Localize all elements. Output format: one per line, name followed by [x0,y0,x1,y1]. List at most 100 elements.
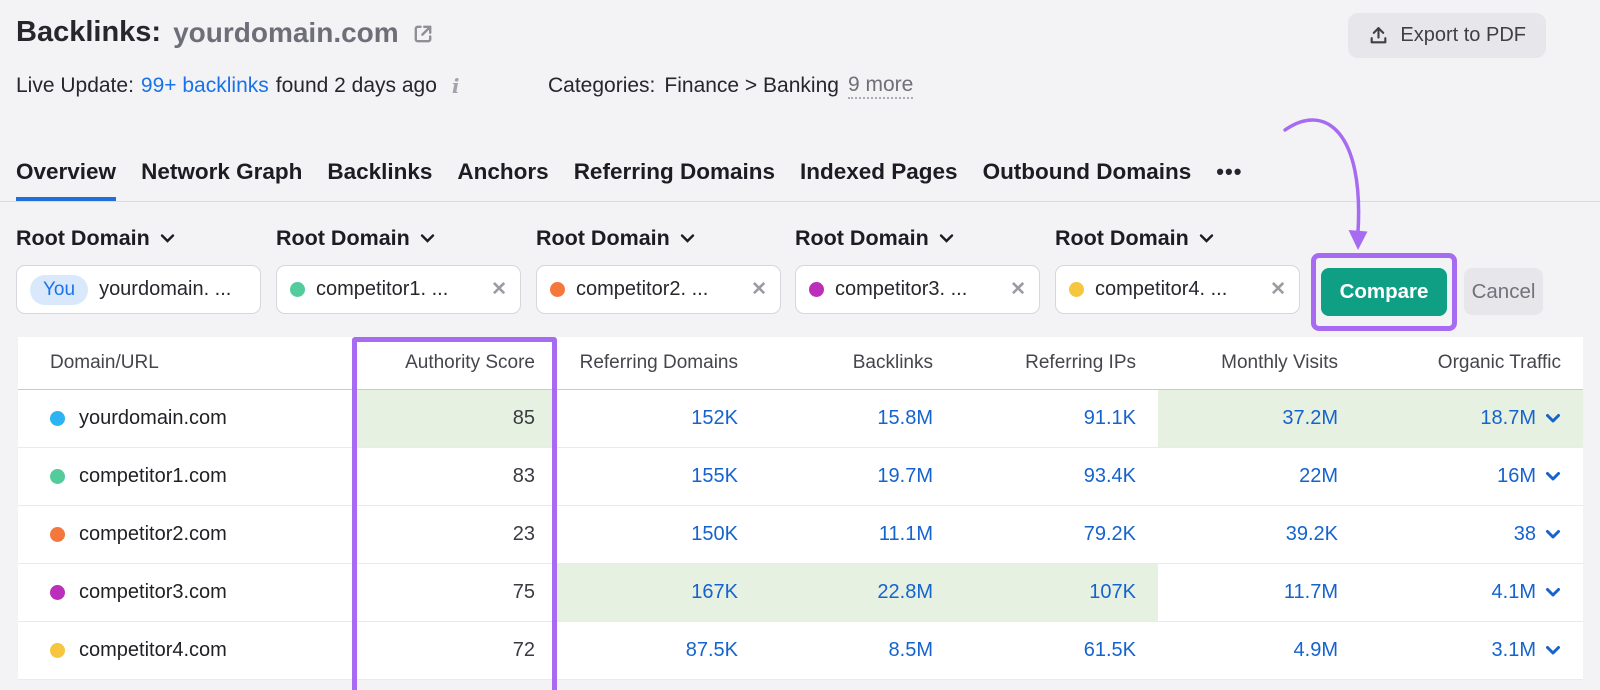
expand-chevron-icon[interactable] [1545,413,1561,424]
referring-ips-value[interactable]: 91.1K [1083,407,1136,429]
referring-ips-value[interactable]: 79.2K [1083,523,1136,545]
remove-domain-icon[interactable]: ✕ [751,279,767,300]
domain-color-dot [50,585,65,600]
selector-group-competitor1: Root Domain competitor1. ... ✕ [276,224,521,314]
expand-chevron-icon[interactable] [1545,587,1561,598]
backlinks-value[interactable]: 8.5M [888,639,933,661]
domain-label: competitor2.com [79,523,227,545]
root-domain-dropdown[interactable]: Root Domain [16,224,261,252]
categories-more-link[interactable]: 9 more [847,73,914,100]
tab-referring-domains[interactable]: Referring Domains [573,159,775,184]
organic-traffic-value[interactable]: 3.1M [1360,622,1583,679]
table-row: competitor4.com 72 87.5K 8.5M 61.5K 4.9M… [18,622,1583,680]
monthly-visits-value[interactable]: 39.2K [1285,523,1338,545]
root-domain-dropdown-label: Root Domain [16,225,150,250]
column-header-referring-domains: Referring Domains [579,352,738,373]
domain-input-competitor2[interactable]: competitor2. ... ✕ [536,265,781,314]
domain-input-competitor1[interactable]: competitor1. ... ✕ [276,265,521,314]
page-title: Backlinks: [16,16,162,48]
root-domain-dropdown[interactable]: Root Domain [276,224,521,252]
organic-traffic-value[interactable]: 4.1M [1360,564,1583,621]
domain-color-dot [50,411,65,426]
table-row: yourdomain.com 85 152K 15.8M 91.1K 37.2M… [18,390,1583,448]
monthly-visits-value[interactable]: 4.9M [1293,639,1338,661]
export-to-pdf-button[interactable]: Export to PDF [1348,13,1546,58]
backlinks-count-link[interactable]: 99+ backlinks [140,74,269,97]
live-update-suffix: found 2 days ago [275,74,437,97]
domain-label: yourdomain.com [79,407,227,429]
info-icon[interactable]: i [451,74,460,98]
referring-domains-value[interactable]: 87.5K [685,639,738,661]
monthly-visits-value[interactable]: 37.2M [1158,390,1360,447]
remove-domain-icon[interactable]: ✕ [1010,279,1026,300]
domain-color-dot [50,527,65,542]
column-header-organic-traffic: Organic Traffic [1437,352,1561,373]
expand-chevron-icon[interactable] [1545,529,1561,540]
expand-chevron-icon[interactable] [1545,645,1561,656]
referring-ips-value[interactable]: 93.4K [1083,465,1136,487]
backlinks-value[interactable]: 22.8M [760,564,955,621]
authority-score-value: 83 [512,465,535,487]
chevron-down-icon [1199,234,1213,243]
selector-group-competitor3: Root Domain competitor3. ... ✕ [795,224,1040,314]
root-domain-dropdown[interactable]: Root Domain [795,224,1040,252]
categories-row: Categories: Finance > Banking 9 more [548,72,914,100]
domain-input-you[interactable]: You yourdomain. ... [16,265,261,314]
live-update-label: Live Update: [16,74,134,97]
chip-domain-text: competitor4. ... [1095,278,1228,300]
compare-button[interactable]: Compare [1321,268,1447,316]
monthly-visits-value[interactable]: 22M [1299,465,1338,487]
referring-domains-value[interactable]: 152K [691,407,738,429]
organic-traffic-value[interactable]: 16M [1360,448,1583,505]
column-header-referring-ips: Referring IPs [1025,352,1136,373]
root-domain-dropdown-label: Root Domain [795,225,929,250]
authority-score-value: 75 [512,581,535,603]
monthly-visits-value[interactable]: 11.7M [1283,581,1338,603]
column-header-backlinks: Backlinks [852,352,933,373]
chip-dot [809,282,824,297]
annotation-box-compare: Compare [1311,253,1457,331]
backlinks-value[interactable]: 11.1M [878,523,933,545]
chevron-down-icon [680,234,694,243]
organic-traffic-value[interactable]: 18.7M [1360,390,1583,447]
chevron-down-icon [160,234,174,243]
tab-backlinks[interactable]: Backlinks [327,159,433,184]
backlinks-value[interactable]: 15.8M [877,407,933,429]
domain-input-competitor3[interactable]: competitor3. ... ✕ [795,265,1040,314]
domain-input-competitor4[interactable]: competitor4. ... ✕ [1055,265,1300,314]
categories-value: Finance > Banking [664,74,839,97]
referring-ips-value[interactable]: 107K [955,564,1158,621]
domain-color-dot [50,469,65,484]
remove-domain-icon[interactable]: ✕ [491,279,507,300]
authority-score-value: 23 [512,523,535,545]
domain-label: competitor4.com [79,639,227,661]
domain-label: competitor3.com [79,581,227,603]
root-domain-dropdown-label: Root Domain [1055,225,1189,250]
table-row: competitor3.com 75 167K 22.8M 107K 11.7M… [18,564,1583,622]
referring-domains-value[interactable]: 150K [691,523,738,545]
expand-chevron-icon[interactable] [1545,471,1561,482]
chip-dot [290,282,305,297]
tab-indexed-pages[interactable]: Indexed Pages [799,159,958,184]
backlinks-value[interactable]: 19.7M [877,465,933,487]
referring-domains-value[interactable]: 155K [691,465,738,487]
tab-network-graph[interactable]: Network Graph [141,159,303,184]
tab-overview[interactable]: Overview [16,159,117,201]
tab-anchors[interactable]: Anchors [457,159,549,184]
chip-dot [1069,282,1084,297]
root-domain-dropdown[interactable]: Root Domain [536,224,781,252]
tab-outbound-domains[interactable]: Outbound Domains [982,159,1192,184]
table-body: yourdomain.com 85 152K 15.8M 91.1K 37.2M… [18,390,1583,680]
selector-group-competitor2: Root Domain competitor2. ... ✕ [536,224,781,314]
remove-domain-icon[interactable]: ✕ [1270,279,1286,300]
referring-ips-value[interactable]: 61.5K [1083,639,1136,661]
cancel-button[interactable]: Cancel [1464,268,1543,315]
tabs-overflow-menu[interactable]: ••• [1216,159,1243,184]
referring-domains-value[interactable]: 167K [557,564,760,621]
root-domain-dropdown[interactable]: Root Domain [1055,224,1300,252]
selector-group-you: Root Domain You yourdomain. ... [16,224,261,314]
organic-traffic-value[interactable]: 38 [1360,506,1583,563]
chevron-down-icon [420,234,434,243]
external-link-icon[interactable] [411,22,435,46]
